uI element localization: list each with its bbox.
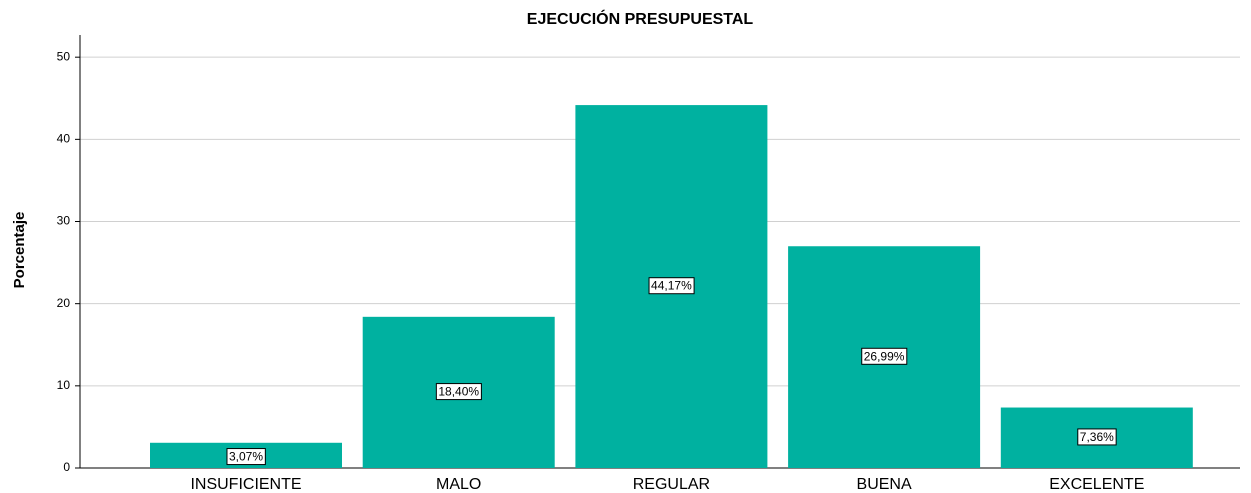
x-tick-label: BUENA [857,476,912,493]
x-tick-label: MALO [436,476,481,493]
y-tick-label: 30 [57,214,71,228]
value-label-box [435,383,482,401]
value-label: 3,07% [229,450,263,464]
x-tick-label: REGULAR [633,476,710,493]
y-tick-label: 10 [57,378,71,392]
value-label: 44,17% [651,279,692,293]
y-tick-label: 20 [57,296,71,310]
chart-title: EJECUCIÓN PRESUPUESTAL [527,9,754,28]
y-tick-label: 50 [57,49,71,63]
x-tick-label: INSUFICIENTE [190,476,301,493]
value-label-box [1077,428,1117,446]
value-label-box [861,347,908,365]
value-label: 26,99% [864,349,905,363]
y-axis-label: Porcentaje [11,212,28,289]
y-tick-label: 0 [63,460,70,474]
y-tick-label: 40 [57,132,71,146]
value-label-box [648,277,695,295]
value-label: 18,40% [438,385,479,399]
x-tick-label: EXCELENTE [1049,476,1144,493]
value-label-box [226,448,266,466]
value-label: 7,36% [1080,430,1114,444]
